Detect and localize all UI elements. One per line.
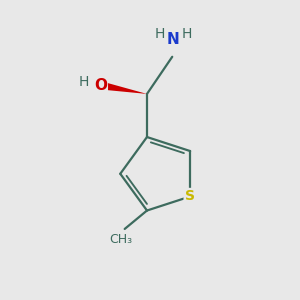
Text: O: O: [94, 77, 107, 92]
Polygon shape: [106, 83, 147, 94]
Text: H: H: [79, 75, 89, 89]
Text: S: S: [185, 190, 195, 203]
Text: N: N: [167, 32, 179, 47]
Text: H: H: [181, 27, 192, 41]
Text: H: H: [154, 27, 165, 41]
Text: CH₃: CH₃: [110, 233, 133, 246]
